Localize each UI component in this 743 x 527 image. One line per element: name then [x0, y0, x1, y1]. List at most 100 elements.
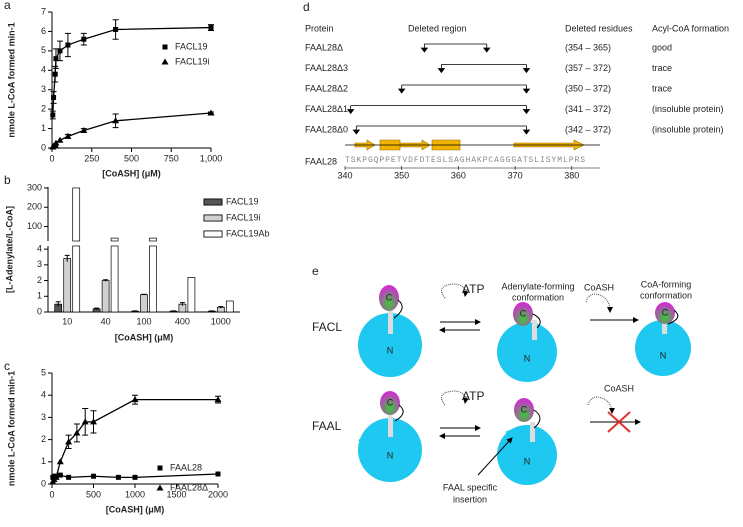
- legend-swatch: [203, 230, 223, 238]
- deletion-bracket: [346, 105, 531, 115]
- error-bar: [179, 302, 185, 306]
- tether: [533, 409, 541, 429]
- header: Protein: [305, 23, 334, 33]
- pointer: [477, 437, 513, 476]
- legend-marker: [157, 465, 163, 471]
- caption: Adenylate-forming: [501, 281, 574, 291]
- x-tick-label: 1500: [166, 489, 186, 499]
- error-bar: [103, 279, 109, 282]
- bar: [63, 258, 72, 313]
- bar: [101, 280, 110, 313]
- bar-part: [149, 245, 157, 313]
- axes: [51, 12, 211, 149]
- c-domain: [513, 302, 533, 326]
- formation: good: [652, 42, 672, 52]
- curved-arrow: [585, 293, 613, 313]
- residues: (354 – 365): [565, 42, 611, 52]
- tether: [667, 309, 679, 325]
- point: [56, 458, 64, 465]
- bar-part: [110, 245, 119, 313]
- y-tick-label: 4: [41, 390, 46, 400]
- y-tick-label: 1: [41, 456, 46, 466]
- linker: [530, 422, 535, 442]
- deletion-bracket: [437, 64, 531, 74]
- ruler-label: 340: [337, 170, 352, 180]
- linker: [388, 310, 393, 334]
- ruler-label: 360: [451, 170, 466, 180]
- protein: FAAL28Δ2: [305, 83, 348, 93]
- legend-marker: [162, 44, 168, 50]
- point: [112, 117, 120, 124]
- formation: (insoluble protein): [652, 124, 724, 134]
- header: Deleted region: [408, 23, 467, 33]
- blocked: [607, 411, 631, 433]
- x-tick-label: 40: [101, 316, 111, 326]
- bar-part: [149, 237, 157, 242]
- n-label: N: [524, 353, 531, 363]
- bar-part: [225, 300, 234, 313]
- error-bar: [64, 254, 70, 262]
- legend-label: FAAL28: [170, 462, 202, 472]
- sequence-name: FAAL28: [305, 156, 337, 166]
- x-tick-label: 0: [49, 489, 54, 499]
- bar-part: [187, 277, 196, 313]
- legend-marker: [161, 58, 169, 65]
- c-label: C: [662, 307, 669, 317]
- caption: FAAL specific: [443, 482, 498, 492]
- point: [115, 474, 121, 480]
- n-label: N: [387, 345, 394, 355]
- sequence: TSKPGQPPETVDFDTESLSAGHAKPCAGGGATSLISYMLP…: [345, 156, 585, 165]
- c-label: C: [520, 308, 527, 318]
- deletion-bracket: [397, 84, 531, 94]
- point: [132, 474, 138, 480]
- point: [73, 429, 81, 436]
- c-domain: [655, 302, 675, 324]
- panel-label: e: [312, 264, 319, 278]
- n-label: N: [387, 450, 394, 460]
- y-tick-label: 300: [27, 182, 42, 192]
- point: [215, 471, 221, 477]
- protein: FAAL28Δ3: [305, 63, 348, 73]
- panel-label: d: [303, 0, 310, 14]
- c-label: C: [386, 292, 393, 302]
- panel-label: a: [4, 0, 11, 12]
- coash: CoASH: [584, 282, 614, 292]
- protein: FAAL28Δ0: [305, 124, 348, 134]
- y-tick-label: 200: [27, 202, 42, 212]
- x-tick-label: 500: [86, 489, 101, 499]
- y-tick-label: 1: [41, 123, 46, 133]
- c-label: C: [521, 404, 528, 414]
- protein: FAAL28Δ: [305, 42, 343, 52]
- point: [52, 71, 58, 77]
- fit-line: [52, 112, 212, 148]
- x-tick-label: 500: [124, 153, 139, 163]
- caption: conformation: [512, 292, 564, 302]
- y-tick-label: 5: [41, 367, 46, 377]
- n-domain: [635, 320, 691, 376]
- bar: [110, 237, 119, 313]
- legend-swatch: [203, 198, 223, 206]
- y-tick-label: 2: [41, 104, 46, 114]
- legend-label: FACL19Ab: [226, 228, 270, 238]
- insertion: [358, 432, 372, 448]
- x-tick-label: 1000: [211, 316, 231, 326]
- error-bar: [94, 307, 100, 310]
- curved-arrow: [587, 396, 615, 414]
- n-domain: [497, 322, 557, 382]
- ruler-label: 350: [394, 170, 409, 180]
- point: [65, 438, 73, 445]
- y-tick-label: 6: [41, 26, 46, 36]
- ruler-label: 370: [508, 170, 523, 180]
- point: [56, 136, 64, 143]
- x-tick-label: 250: [84, 153, 99, 163]
- point: [64, 132, 72, 139]
- bar: [72, 187, 81, 313]
- y-tick-label: 4: [41, 65, 46, 75]
- point: [50, 112, 56, 118]
- legend-marker: [156, 484, 164, 491]
- point: [91, 473, 96, 479]
- y-tick-label: 1: [37, 291, 42, 301]
- legend-label: FACL19: [226, 196, 259, 206]
